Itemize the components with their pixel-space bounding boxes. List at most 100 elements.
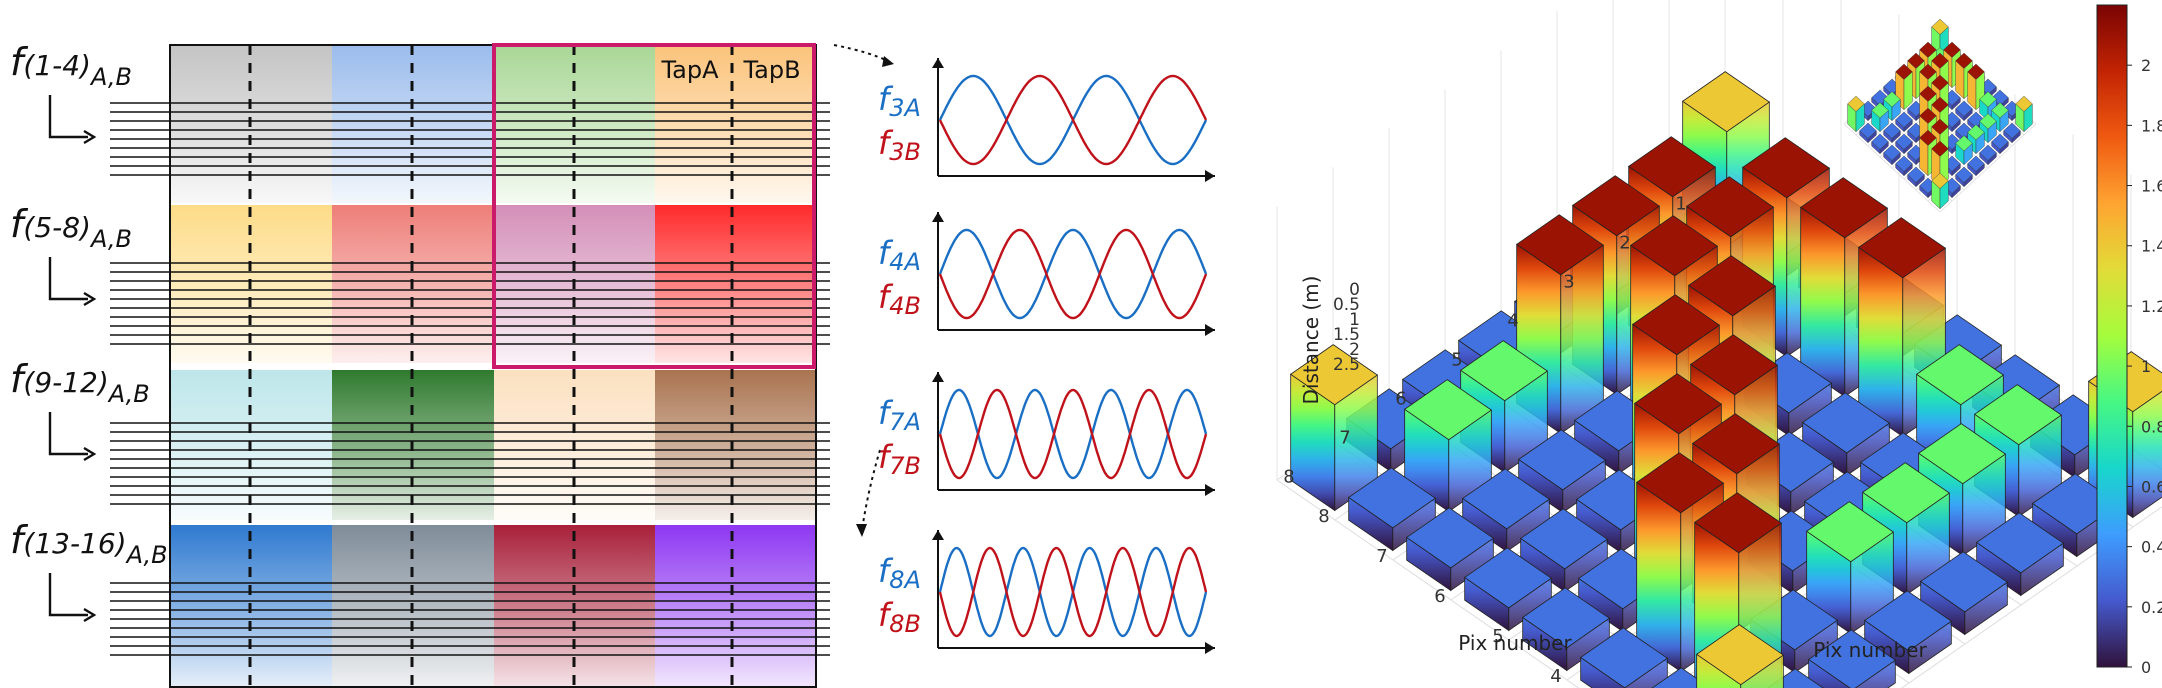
- color-block: [655, 45, 816, 203]
- bar-top: [1807, 629, 1897, 688]
- wave-label-b: f3B: [878, 124, 921, 166]
- inset-bar-top: [1871, 102, 1889, 119]
- bar-top: [1973, 384, 2063, 446]
- floor-gridline: [1276, 479, 1580, 688]
- y-tick-label: 6: [1434, 586, 1445, 607]
- colorbar-tick-label: 0.2: [2141, 598, 2162, 617]
- row-label: f(13-16)A,B: [10, 518, 168, 569]
- z-tick-label: 2.5: [1333, 355, 1360, 375]
- row-arrow-head: [83, 291, 97, 307]
- inset-bar-top: [1883, 122, 1901, 139]
- inset-bar-top: [1883, 91, 1901, 108]
- inset-bar-top: [1943, 41, 1961, 58]
- bar-top: [1693, 492, 1783, 554]
- wave-b: [938, 74, 1208, 166]
- colorbar-tick-label: 0: [2141, 658, 2151, 677]
- row-label: f(1-4)A,B: [10, 40, 132, 91]
- color-block: [655, 205, 816, 363]
- x-tick-label: 5: [1451, 350, 1462, 371]
- x-tick-label: 1: [1675, 194, 1686, 215]
- wave-label-a: f7A: [878, 394, 921, 436]
- wave-b: [938, 388, 1208, 480]
- colorbar: [2096, 4, 2128, 668]
- inset-bar-top: [1907, 52, 1925, 69]
- inset-bar-top: [1955, 135, 1973, 152]
- wave-a: [938, 388, 1208, 480]
- inset-bar-top: [1919, 85, 1937, 102]
- inset-bar-top: [1919, 41, 1937, 58]
- bar-top: [1347, 467, 1437, 529]
- bar-top: [1459, 340, 1549, 402]
- bar-top: [1741, 137, 1831, 199]
- wave-y-arrow: [932, 372, 944, 382]
- wave-x-arrow: [1205, 642, 1215, 654]
- tap-a-label: TapA: [660, 56, 719, 84]
- inset-bar-top: [1919, 107, 1937, 124]
- inset-bar-top: [1931, 118, 1949, 135]
- bar-top: [1681, 71, 1771, 133]
- wave-x-arrow: [1205, 484, 1215, 496]
- row-arrow: [48, 95, 88, 139]
- wave-b: [938, 546, 1208, 638]
- colorbar-tick-label: 1.6: [2141, 177, 2162, 196]
- bar-top: [1461, 468, 1551, 530]
- y-tick-label: 5: [1492, 626, 1503, 647]
- bar-top: [1515, 214, 1605, 276]
- colorbar-tick-label: 2: [2141, 56, 2151, 75]
- wave-y-arrow: [932, 212, 944, 222]
- bar-top: [1691, 413, 1781, 475]
- x-tick-label: 6: [1395, 389, 1406, 410]
- inset-bar-top: [1895, 133, 1913, 150]
- x-axis-label: Pix number: [1458, 631, 1572, 655]
- bar-top: [1521, 587, 1611, 649]
- colorbar-tick-label: 1: [2141, 357, 2151, 376]
- row-arrow-head: [83, 607, 97, 623]
- wave-label-b: f4B: [878, 278, 921, 320]
- bar-top: [1627, 136, 1717, 198]
- inset-bar-top: [1955, 100, 1973, 117]
- inset-bar-top: [1871, 133, 1889, 150]
- inset-bar-top: [1955, 166, 1973, 183]
- bar-top: [1633, 373, 1723, 435]
- inset-bar-top: [1931, 172, 1949, 189]
- bar-top: [1517, 429, 1607, 491]
- wave-label-a: f3A: [878, 80, 921, 122]
- bar-top: [1861, 462, 1951, 524]
- row-arrow-head: [83, 446, 97, 462]
- bar-top: [1857, 217, 1947, 279]
- tap-b-label: TapB: [742, 56, 800, 84]
- inset-bar-top: [1979, 91, 1997, 108]
- y-tick-label: 7: [1376, 546, 1387, 567]
- inset-bar-top: [1967, 63, 1985, 80]
- colorbar-tick-label: 1.2: [2141, 297, 2162, 316]
- z-tick-label: 2: [1349, 340, 1360, 360]
- wave-y-arrow: [932, 530, 944, 540]
- y-tick-label: 8: [1318, 506, 1329, 527]
- inset-bar-top: [2003, 122, 2021, 139]
- z-tick-label: 1.5: [1333, 325, 1360, 345]
- wave-x-arrow: [1205, 170, 1215, 182]
- inset-bar-top: [1931, 140, 1949, 157]
- bar-side: [1808, 658, 1851, 688]
- inset-bar-top: [1931, 18, 1949, 35]
- row-label: f(5-8)A,B: [10, 202, 132, 253]
- highlight-box: [492, 43, 816, 369]
- inset-bar-top: [1991, 133, 2009, 150]
- inset-gridline: [1843, 123, 1941, 213]
- inset-bar-top: [1919, 129, 1937, 146]
- row-arrow-head: [83, 129, 97, 145]
- z-tick-label: 1: [1349, 310, 1360, 330]
- inset-bar-top: [1955, 52, 1973, 69]
- bar-top: [1695, 624, 1785, 686]
- bar-top: [1289, 344, 1379, 406]
- wave-label-b: f7B: [878, 438, 921, 480]
- bar-top: [1863, 590, 1953, 652]
- wave-x-arrow: [1205, 324, 1215, 336]
- wave-a: [938, 228, 1208, 320]
- x-tick-label: 2: [1619, 233, 1630, 254]
- wave-label-a: f8A: [878, 552, 921, 594]
- x-tick-label: 4: [1507, 311, 1518, 332]
- x-tick-label: 8: [1283, 467, 1294, 488]
- bar-top: [1631, 294, 1721, 356]
- inset-bar-top: [1847, 95, 1865, 112]
